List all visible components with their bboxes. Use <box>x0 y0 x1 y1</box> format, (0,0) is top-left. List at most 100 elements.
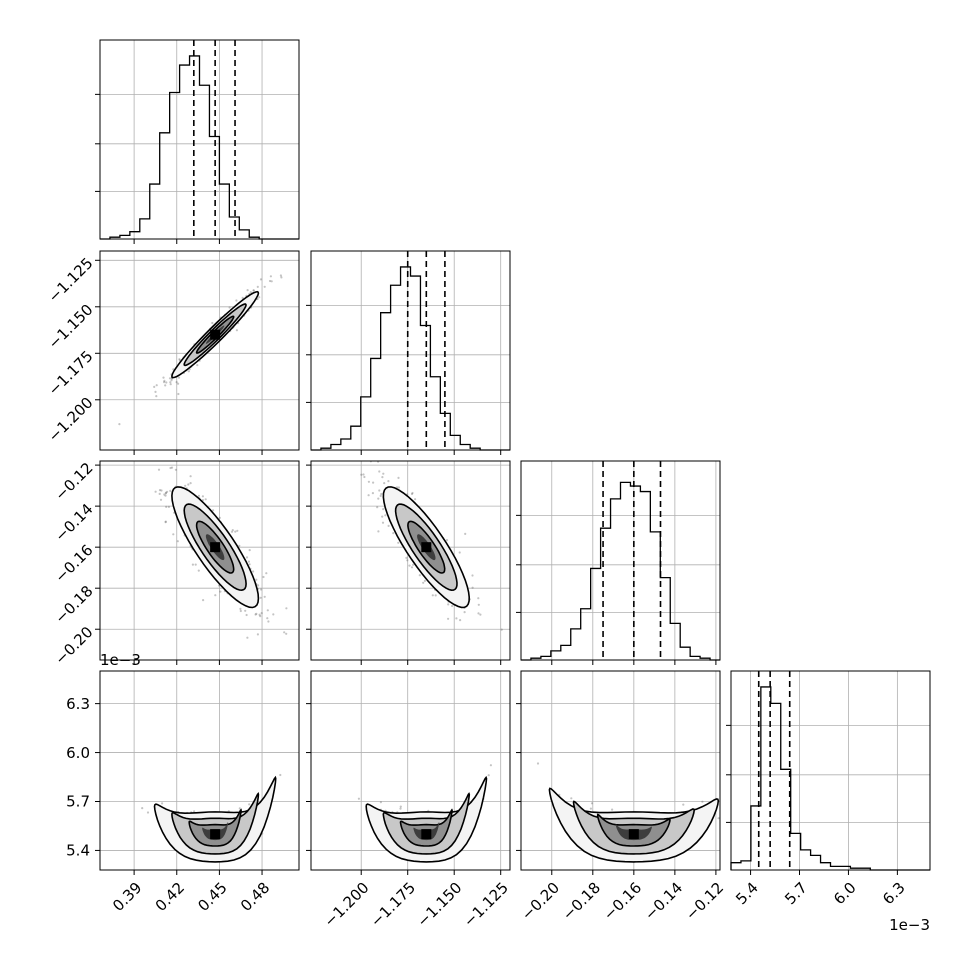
sample-point <box>518 705 520 707</box>
sample-point <box>252 289 255 292</box>
density-peak <box>210 542 221 553</box>
sample-point <box>239 609 242 613</box>
sample-point <box>255 612 258 616</box>
sample-point <box>500 628 503 631</box>
sample-point <box>172 533 175 536</box>
panel-frames <box>99 39 931 871</box>
sample-point <box>176 540 179 543</box>
sample-point <box>239 607 242 611</box>
sample-point <box>371 492 374 495</box>
sample-point <box>163 493 166 496</box>
sample-point <box>382 508 385 511</box>
sample-point <box>445 539 449 542</box>
x-tick-label: 6.0 <box>830 879 860 909</box>
y-tick-label: −0.14 <box>51 500 96 545</box>
sample-point <box>387 524 390 528</box>
y-tick-label: −1.175 <box>45 347 97 399</box>
panel-frame-3-0 <box>99 670 300 871</box>
sample-point <box>471 586 474 589</box>
sample-point <box>378 470 381 473</box>
sample-point <box>256 633 259 636</box>
x-tick-label: −0.16 <box>600 879 645 924</box>
sample-point <box>248 563 251 566</box>
sample-point <box>189 482 192 485</box>
sample-point <box>238 807 241 810</box>
sample-point <box>168 377 172 380</box>
sample-point <box>265 572 268 575</box>
y-tick-label: −1.150 <box>45 301 97 353</box>
sample-point <box>178 358 181 361</box>
sample-point <box>256 285 259 288</box>
sample-point <box>231 529 234 532</box>
sample-point <box>165 381 168 384</box>
x-tick-label: 5.4 <box>732 879 762 909</box>
density-peak <box>421 542 432 553</box>
sample-point <box>266 609 269 612</box>
sample-point <box>381 476 384 479</box>
sample-point <box>268 279 272 283</box>
sample-point <box>155 384 158 387</box>
sample-point <box>259 596 262 599</box>
x-tick-label: 6.3 <box>879 879 909 909</box>
sample-point <box>464 532 467 536</box>
sample-point <box>479 613 482 616</box>
x-tick-label: −1.175 <box>367 879 419 931</box>
sample-point <box>177 376 181 379</box>
sample-point <box>376 506 379 509</box>
sample-point <box>285 607 288 610</box>
sample-point <box>258 613 261 616</box>
sample-point <box>397 486 400 489</box>
sample-point <box>392 532 395 535</box>
sample-point <box>363 475 366 479</box>
panel-frame-3-1 <box>310 670 511 871</box>
sample-point <box>238 544 241 547</box>
y-offset-label: 1e−3 <box>100 651 141 669</box>
contour-level-2 <box>399 808 453 847</box>
sample-point <box>381 515 384 518</box>
x-tick-label: −1.200 <box>321 879 373 931</box>
sample-point <box>477 597 480 600</box>
sample-point <box>163 381 166 384</box>
density-peak <box>210 329 221 340</box>
y-tick-label: −0.20 <box>51 623 96 668</box>
sample-point <box>283 631 286 634</box>
sample-point <box>169 489 172 492</box>
sample-point <box>166 490 169 493</box>
sample-point <box>352 454 354 456</box>
sample-point <box>247 560 250 563</box>
grid-lines <box>100 40 930 870</box>
sample-point <box>459 619 462 622</box>
sample-point <box>246 636 249 639</box>
histogram-0 <box>100 55 299 240</box>
sample-point <box>397 541 400 544</box>
sample-point <box>362 473 365 476</box>
sample-point <box>164 521 167 524</box>
sample-point <box>471 574 474 577</box>
sample-point <box>154 490 157 493</box>
sample-point <box>285 632 288 635</box>
sample-point <box>408 564 411 567</box>
sample-point <box>536 762 540 765</box>
sample-point <box>411 491 414 495</box>
sample-point <box>211 321 214 325</box>
density-peak <box>421 829 432 840</box>
y-tick-label: −0.18 <box>51 582 96 627</box>
sample-point <box>382 472 385 475</box>
sample-point <box>193 810 196 813</box>
sample-point <box>279 274 282 277</box>
sample-point <box>187 483 190 486</box>
sample-point <box>160 489 163 492</box>
sample-point <box>146 811 150 814</box>
x-offset-label: 1e−3 <box>889 916 930 934</box>
y-tick-label: −1.200 <box>45 394 97 446</box>
sample-point <box>280 276 283 279</box>
sample-point <box>458 551 461 554</box>
x-tick-label: 5.7 <box>781 879 811 909</box>
sample-point <box>717 817 720 820</box>
x-tick-label: −0.14 <box>641 879 686 924</box>
sample-point <box>379 801 382 804</box>
sample-point <box>165 505 168 508</box>
x-tick-label: −1.150 <box>414 879 466 931</box>
sample-point <box>163 379 166 382</box>
sample-point <box>378 489 381 492</box>
